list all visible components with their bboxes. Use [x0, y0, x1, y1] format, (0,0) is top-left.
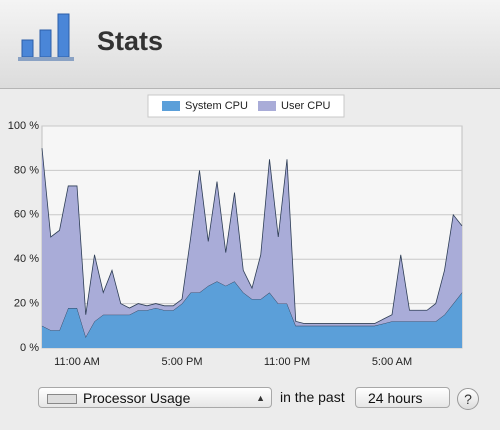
x-tick-label: 5:00 AM	[372, 356, 412, 368]
x-tick-label: 11:00 AM	[54, 356, 100, 368]
legend-swatch	[162, 101, 180, 111]
legend-label: User CPU	[281, 100, 331, 112]
chart: 0 % 20 % 40 % 60 % 80 % 100 % 11:00 AM 5:00 PM 1…	[8, 94, 463, 368]
y-tick-label: 0 %	[20, 342, 39, 354]
x-tick-label: 11:00 PM	[264, 356, 310, 368]
legend-swatch	[258, 101, 276, 111]
metric-icon	[47, 394, 77, 404]
popup-arrows: ▲	[256, 393, 265, 403]
metric-label: Processor Usage	[83, 390, 191, 406]
title: Stats	[97, 26, 164, 56]
period-popup[interactable]: 24 hours	[355, 387, 450, 408]
y-tick-label: 20 %	[14, 298, 39, 310]
help-button[interactable]: ?	[457, 388, 479, 410]
metric-popup[interactable]: Processor Usage ▲	[38, 387, 272, 408]
y-tick-label: 100 %	[8, 120, 39, 132]
y-tick-label: 60 %	[14, 209, 39, 221]
area-outline	[41, 148, 463, 324]
app-icon	[18, 13, 74, 61]
area	[42, 281, 462, 348]
y-tick-label: 80 %	[14, 164, 39, 176]
period-label: 24 hours	[368, 390, 423, 406]
x-tick-label: 5:00 PM	[162, 356, 203, 368]
area	[42, 148, 462, 337]
legend-box	[147, 94, 345, 118]
connector-label: in the past	[280, 389, 345, 405]
header: Stats	[0, 0, 500, 89]
legend-label: System CPU	[185, 100, 248, 112]
y-tick-label: 40 %	[14, 253, 39, 265]
